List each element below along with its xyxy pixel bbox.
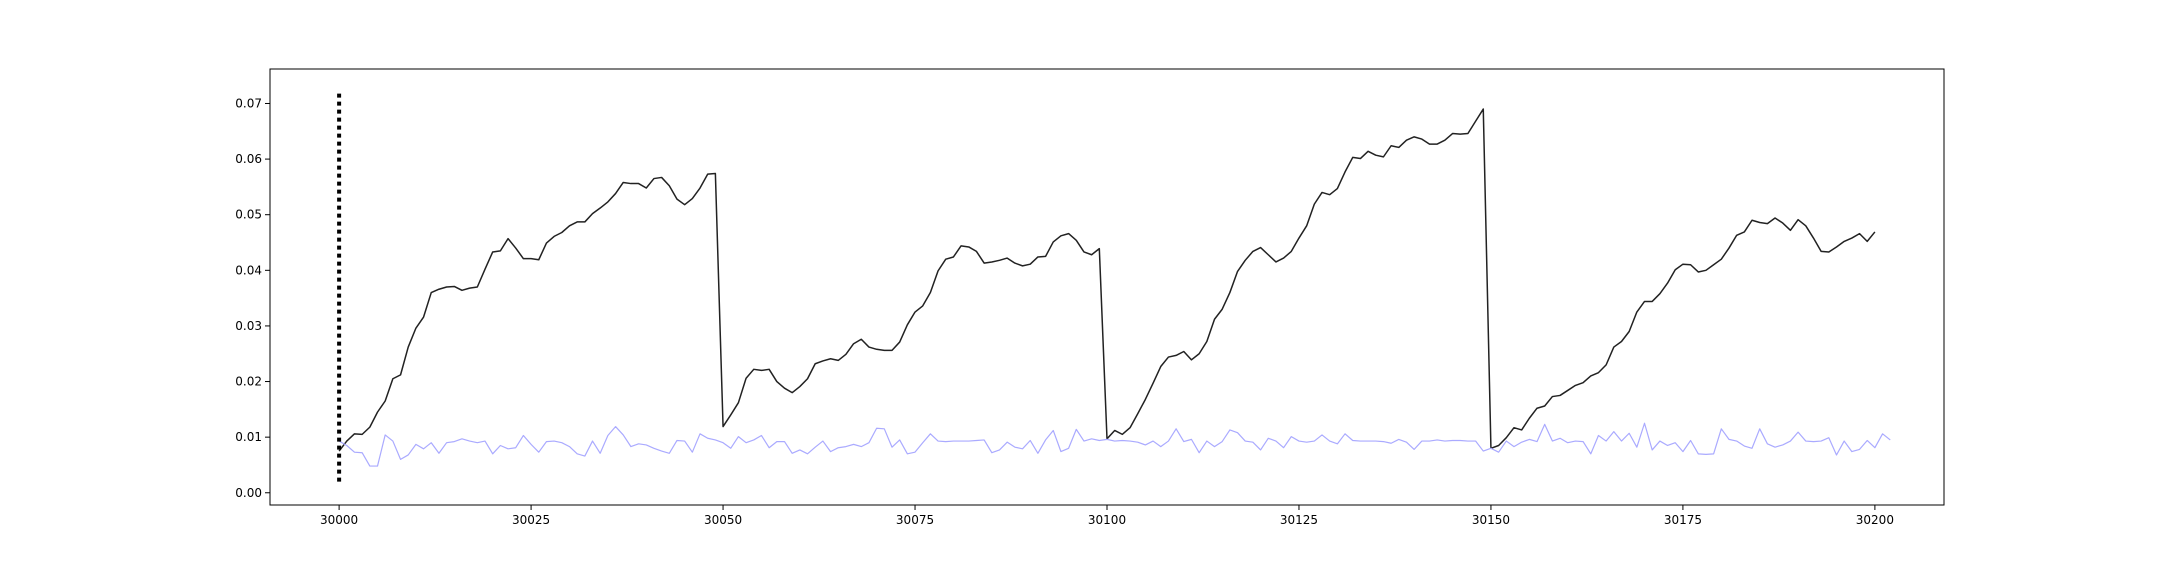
y-tick-label: 0.01	[235, 430, 262, 444]
x-tick-label: 30025	[512, 513, 550, 527]
y-tick-label: 0.03	[235, 319, 262, 333]
y-axis: 0.00 0.01 0.02 0.03 0.04 0.05 0.06 0.07	[235, 96, 270, 500]
x-tick-label: 30100	[1088, 513, 1126, 527]
x-tick-label: 30000	[320, 513, 358, 527]
y-tick-label: 0.06	[235, 152, 262, 166]
x-tick-label: 30200	[1856, 513, 1894, 527]
y-tick-label: 0.05	[235, 208, 262, 222]
series-line-1	[338, 422, 1891, 467]
plot-area	[337, 92, 1891, 482]
y-tick-label: 0.02	[235, 375, 262, 389]
y-tick-label: 0.00	[235, 486, 262, 500]
x-tick-label: 30075	[896, 513, 934, 527]
y-tick-label: 0.04	[235, 263, 262, 277]
x-tick-label: 30050	[704, 513, 742, 527]
y-tick-label: 0.07	[235, 96, 262, 110]
x-axis: 30000 30025 30050 30075 30100 30125 30150 30175…	[320, 505, 1894, 527]
x-tick-label: 30125	[1280, 513, 1318, 527]
series-line-0	[338, 108, 1876, 452]
x-tick-label: 30175	[1664, 513, 1702, 527]
x-tick-label: 30150	[1472, 513, 1510, 527]
